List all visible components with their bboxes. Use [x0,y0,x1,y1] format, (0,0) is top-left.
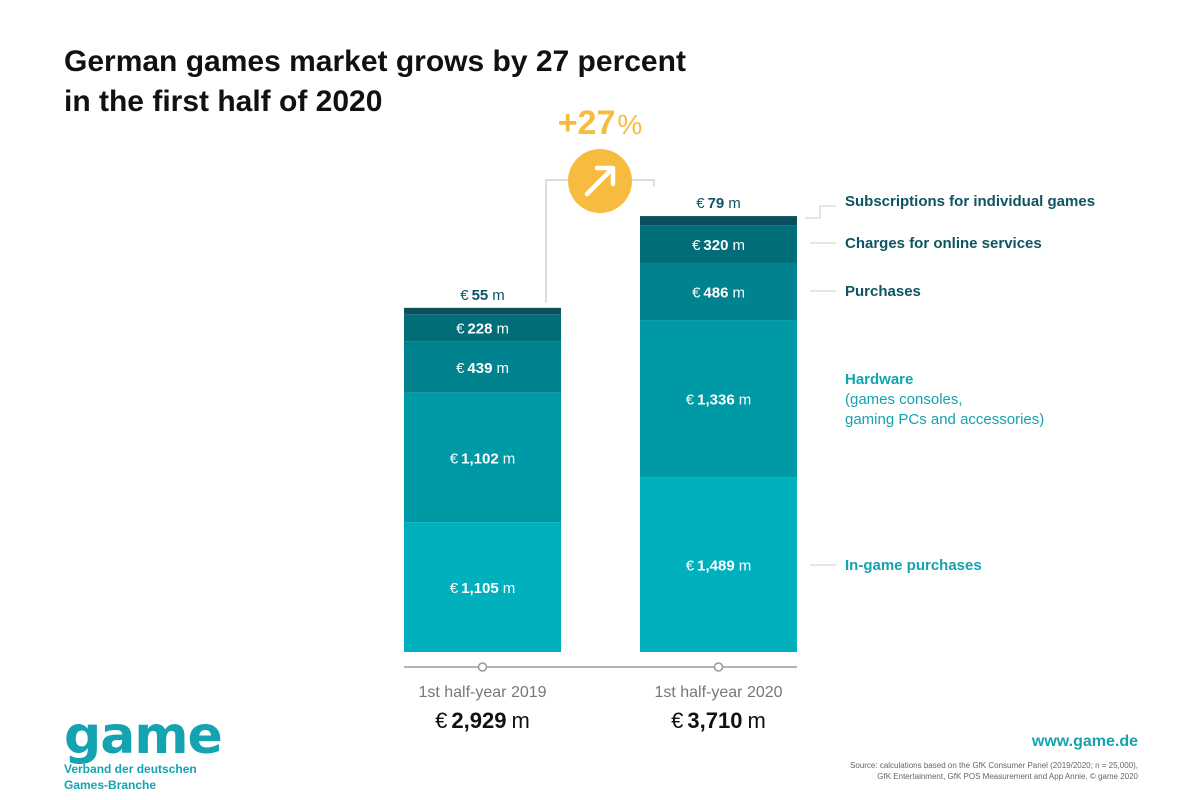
growth-connector-right [627,179,655,187]
value-label-hardware-unit: m [503,450,516,467]
value-label-purchases-currency: € [456,360,465,377]
value-label-ingame-unit: m [739,558,752,575]
growth-indicator: +27% [545,104,655,303]
value-label-subs-value: 55 [472,287,489,304]
legend-sublabel-hardware: (games consoles, [845,391,963,408]
value-label-hardware: €1,102 m [450,450,515,467]
value-label-ingame: €1,489 m [686,558,751,575]
legend: In-game purchases Hardware (games consoles… [805,193,1095,574]
value-label-online-currency: € [456,321,465,338]
title-line-1: German games market grows by 27 percent [64,45,686,78]
total-value: 2,929 [451,708,506,733]
bar-segment-hardware [640,320,797,478]
category-total: €2,929 m [435,708,530,733]
title-line-2: in the first half of 2020 [64,85,383,118]
value-label-hardware-value: 1,102 [461,450,499,467]
value-label-subs-currency: € [460,287,469,304]
total-value: 3,710 [687,708,742,733]
bar-segment-purchases [404,341,561,393]
growth-number: +27 [558,104,616,142]
logo-subtitle-1: Verband der deutschen [64,762,197,776]
bar-segment-ingame [640,477,797,652]
value-label-subs-unit: m [728,195,741,212]
total-unit: m [511,708,529,733]
category-total: €3,710 m [671,708,766,733]
value-label-online: €228 m [456,321,509,338]
legend-label-ingame: In-game purchases [845,557,982,574]
source-line-1: Source: calculations based on the GfK Co… [850,761,1138,770]
growth-unit: % [617,109,642,140]
total-currency: € [435,708,447,733]
growth-label: +27% [558,104,643,142]
value-label-online-unit: m [496,321,509,338]
bar-segment-purchases [640,262,797,321]
total-unit: m [747,708,765,733]
legend-label-purchases: Purchases [845,283,921,300]
value-label-subs-currency: € [696,195,705,212]
value-label-hardware-currency: € [686,392,695,409]
chart-title: German games market grows by 27 percent … [64,42,686,122]
arrow-up-right-icon [584,165,616,197]
bar-segment-ingame [404,522,561,652]
value-label-hardware-unit: m [739,392,752,409]
value-label-purchases-value: 439 [467,360,492,377]
legend-label-subs: Subscriptions for individual games [845,193,1095,210]
total-currency: € [671,708,683,733]
game-logo: game Verband der deutschen Games-Branche [64,706,223,792]
legend-label-hardware: Hardware [845,371,913,388]
value-label-purchases: €439 m [456,360,509,377]
value-label-ingame-unit: m [503,580,516,597]
value-label-ingame-currency: € [450,580,459,597]
website-link[interactable]: www.game.de [1031,733,1138,750]
logo-subtitle-2: Games-Branche [64,778,157,792]
value-label-purchases: €486 m [692,285,745,302]
value-label-purchases-unit: m [496,360,509,377]
value-label-ingame-value: 1,105 [461,580,499,597]
value-label-purchases-currency: € [692,285,701,302]
value-label-ingame-currency: € [686,558,695,575]
source-note: Source: calculations based on the GfK Co… [718,760,1138,782]
growth-connector-left [545,179,572,303]
value-label-subs-unit: m [492,287,505,304]
value-label-online-currency: € [692,237,701,254]
value-label-subs-value: 79 [708,195,725,212]
source-line-2: GfK Entertainment, GfK POS Measurement a… [877,772,1138,781]
logo-wordmark: game [64,706,223,766]
value-label-hardware-value: 1,336 [697,392,735,409]
value-label-ingame-value: 1,489 [697,558,735,575]
bar-segment-online [640,225,797,263]
axis-marker [713,662,724,672]
value-label-purchases-value: 486 [703,285,728,302]
value-label-hardware: €1,336 m [686,392,751,409]
legend-sublabel-hardware: gaming PCs and accessories) [845,411,1044,428]
value-label-online-value: 320 [703,237,728,254]
value-label-purchases-unit: m [732,285,745,302]
bar-segment-subs [404,307,561,315]
value-label-subs: €79 m [696,195,741,212]
value-label-hardware-currency: € [450,450,459,467]
value-label-online-unit: m [732,237,745,254]
legend-leader-subs [805,205,836,219]
x-tick-label: 1st half-year 2020 [654,684,782,701]
value-label-subs: €55 m [460,287,505,304]
value-label-online: €320 m [692,237,745,254]
value-label-online-value: 228 [467,321,492,338]
bar-segment-hardware [404,392,561,523]
x-tick-label: 1st half-year 2019 [418,684,546,701]
legend-label-online: Charges for online services [845,235,1042,252]
value-label-ingame: €1,105 m [450,580,515,597]
axis-marker [477,662,488,672]
bar-segment-subs [640,216,797,226]
bar-segment-online [404,314,561,342]
